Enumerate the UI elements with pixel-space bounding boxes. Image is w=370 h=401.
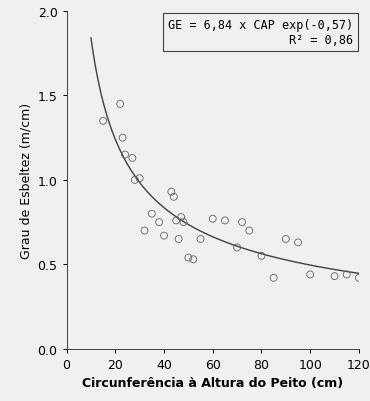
Point xyxy=(246,228,252,234)
Point xyxy=(149,211,155,217)
Point xyxy=(356,275,362,282)
Y-axis label: Grau de Esbeltez (m/cm): Grau de Esbeltez (m/cm) xyxy=(19,103,32,258)
Point xyxy=(271,275,277,282)
Point xyxy=(259,253,265,259)
X-axis label: Circunferência à Altura do Peito (cm): Circunferência à Altura do Peito (cm) xyxy=(82,377,343,389)
Point xyxy=(239,219,245,226)
Point xyxy=(130,155,135,162)
Point xyxy=(142,228,148,234)
Point xyxy=(181,219,186,226)
Point xyxy=(190,256,196,263)
Point xyxy=(210,216,216,223)
Point xyxy=(120,135,125,142)
Point xyxy=(168,189,174,195)
Point xyxy=(295,239,301,246)
Point xyxy=(222,218,228,224)
Point xyxy=(234,245,240,251)
Point xyxy=(307,271,313,278)
Point xyxy=(173,218,179,224)
Point xyxy=(137,176,143,182)
Point xyxy=(161,233,167,239)
Point xyxy=(198,236,204,243)
Point xyxy=(100,118,106,125)
Point xyxy=(117,101,123,108)
Point xyxy=(176,236,182,243)
Point xyxy=(185,255,191,261)
Point xyxy=(178,214,184,221)
Point xyxy=(344,271,350,278)
Text: GE = 6,84 x CAP exp(-0,57)
R² = 0,86: GE = 6,84 x CAP exp(-0,57) R² = 0,86 xyxy=(168,19,353,47)
Point xyxy=(156,219,162,226)
Point xyxy=(332,273,337,279)
Point xyxy=(122,152,128,158)
Point xyxy=(283,236,289,243)
Point xyxy=(171,194,177,200)
Point xyxy=(132,177,138,184)
